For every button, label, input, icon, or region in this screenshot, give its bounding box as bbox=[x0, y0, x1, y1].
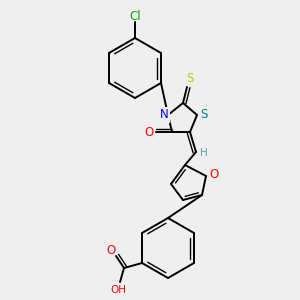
Text: OH: OH bbox=[110, 285, 126, 295]
Text: S: S bbox=[186, 73, 194, 85]
Text: O: O bbox=[106, 244, 116, 257]
Text: Cl: Cl bbox=[129, 10, 141, 22]
Text: H: H bbox=[200, 148, 208, 158]
Text: S: S bbox=[200, 109, 208, 122]
Text: O: O bbox=[209, 167, 219, 181]
Text: O: O bbox=[144, 125, 154, 139]
Text: N: N bbox=[160, 109, 168, 122]
